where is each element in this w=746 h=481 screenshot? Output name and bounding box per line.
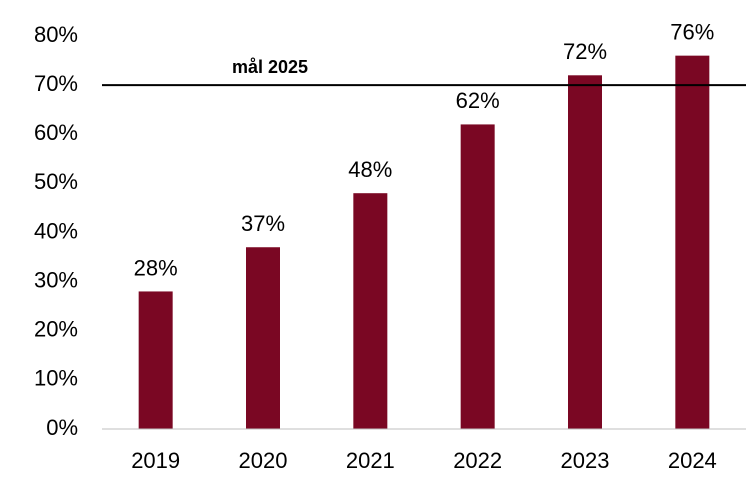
y-tick-label: 30%	[34, 267, 78, 292]
x-tick-label: 2023	[561, 448, 610, 473]
x-tick-label: 2020	[239, 448, 288, 473]
y-tick-label: 10%	[34, 366, 78, 391]
y-tick-label: 80%	[34, 22, 78, 47]
data-label: 72%	[563, 39, 607, 64]
y-tick-label: 40%	[34, 218, 78, 243]
y-tick-label: 50%	[34, 169, 78, 194]
y-tick-label: 70%	[34, 71, 78, 96]
x-tick-label: 2021	[346, 448, 395, 473]
y-tick-label: 60%	[34, 120, 78, 145]
data-label: 76%	[670, 19, 714, 44]
data-label: 62%	[456, 88, 500, 113]
data-label: 48%	[348, 157, 392, 182]
bar	[568, 75, 602, 430]
data-label: 37%	[241, 211, 285, 236]
bar	[460, 124, 495, 430]
y-tick-label: 20%	[34, 317, 78, 342]
x-tick-label: 2022	[453, 448, 502, 473]
y-tick-label: 0%	[46, 415, 78, 440]
bar	[353, 193, 388, 429]
reference-label: mål 2025	[232, 57, 308, 77]
bar	[675, 55, 710, 430]
bar	[138, 291, 173, 429]
bar	[246, 247, 280, 429]
x-tick-label: 2019	[131, 448, 180, 473]
x-tick-label: 2024	[668, 448, 717, 473]
data-label: 28%	[134, 255, 178, 280]
